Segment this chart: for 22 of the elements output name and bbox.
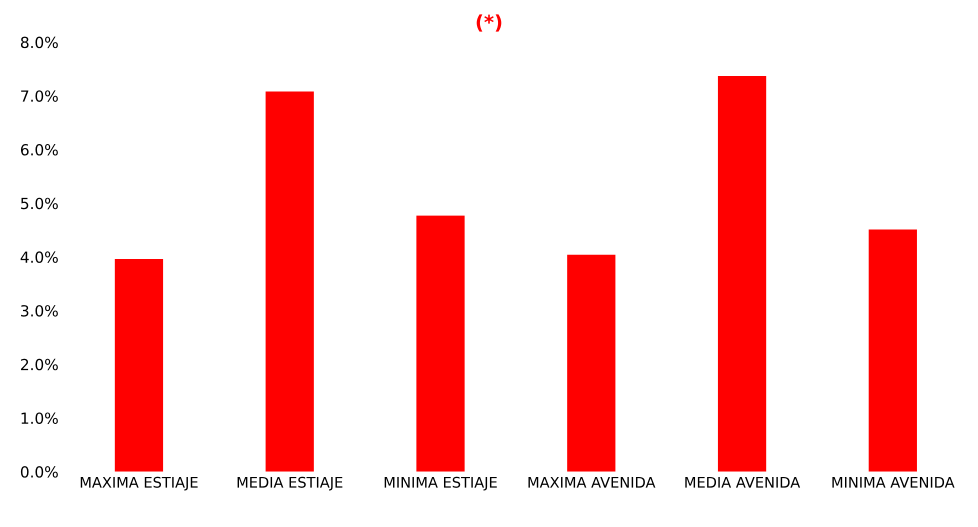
chart-subtitle: (*) bbox=[476, 14, 502, 32]
y-tick-label: 2.0% bbox=[21, 358, 58, 370]
x-tick-label: MAXIMA AVENIDA bbox=[528, 476, 656, 488]
y-tick-label: 0.0% bbox=[20, 466, 58, 478]
x-tick-label: MEDIA AVENIDA bbox=[685, 476, 800, 488]
x-tick-label: MINIMA ESTIAJE bbox=[384, 476, 497, 491]
y-tick-label: 1.0% bbox=[22, 412, 58, 424]
y-tick-label: 7.0% bbox=[21, 90, 58, 102]
y-tick-label: 6.0% bbox=[20, 144, 58, 156]
y-tick-label: 5.0% bbox=[21, 198, 58, 210]
bar bbox=[114, 259, 164, 472]
y-tick-label: 8.0% bbox=[20, 36, 58, 48]
bar bbox=[868, 230, 917, 472]
bar bbox=[718, 76, 766, 472]
x-tick-label: MINIMA AVENIDA bbox=[832, 476, 955, 488]
x-tick-label: MEDIA ESTIAJE bbox=[238, 476, 342, 491]
bar bbox=[266, 92, 314, 472]
x-tick-label: MAXIMA ESTIAJE bbox=[80, 476, 198, 491]
bar bbox=[416, 216, 465, 472]
bar bbox=[567, 254, 616, 472]
y-tick-label: 4.0% bbox=[20, 251, 58, 263]
y-tick-label: 3.0% bbox=[21, 305, 58, 317]
